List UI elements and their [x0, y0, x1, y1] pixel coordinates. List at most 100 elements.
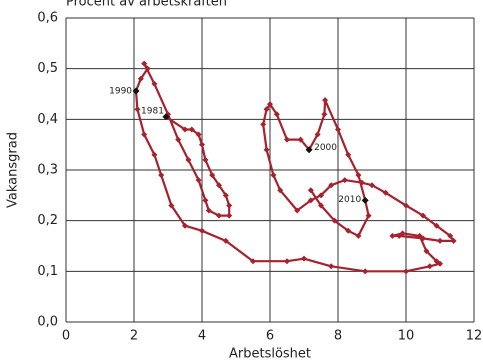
annotation-marker [305, 146, 313, 154]
annotation-label: 2010 [338, 195, 361, 205]
point [216, 182, 222, 189]
point [322, 97, 329, 104]
y-tick-label: 0,4 [37, 112, 58, 127]
point [273, 111, 280, 118]
point [318, 192, 324, 199]
point [355, 232, 362, 239]
point [199, 141, 205, 148]
point [209, 172, 216, 179]
y-tick-label: 0,6 [37, 11, 58, 26]
point [270, 172, 277, 179]
point [318, 202, 324, 209]
point [151, 151, 158, 158]
point [137, 75, 144, 82]
x-tick-label: 4 [198, 329, 206, 344]
point [199, 227, 205, 234]
point [222, 192, 229, 199]
point [403, 268, 409, 275]
point [134, 106, 141, 113]
x-tick-label: 8 [334, 329, 342, 344]
point [331, 217, 338, 224]
y-tick-label: 0,5 [37, 61, 58, 76]
point [182, 222, 188, 229]
point [202, 156, 209, 163]
point [369, 182, 375, 189]
annotation-marker [361, 196, 369, 204]
point [314, 131, 321, 138]
point [358, 179, 365, 186]
point [277, 187, 284, 194]
point [141, 131, 148, 138]
point [433, 222, 440, 229]
point [345, 227, 352, 234]
point [420, 212, 426, 219]
point [195, 131, 202, 138]
point [226, 202, 233, 209]
point [202, 197, 209, 204]
point [335, 126, 341, 133]
point [321, 111, 328, 118]
point [450, 237, 457, 244]
point [168, 202, 175, 209]
point [175, 136, 182, 143]
point [437, 237, 443, 244]
annotation-label: 1981 [141, 106, 164, 116]
point [188, 126, 195, 133]
annotation-marker [132, 87, 140, 95]
point [365, 212, 372, 219]
x-tick-label: 12 [466, 329, 483, 344]
point [205, 207, 212, 214]
point [222, 237, 229, 244]
point [307, 197, 314, 204]
y-tick-label: 0,3 [37, 163, 58, 178]
point [433, 258, 440, 265]
x-tick-label: 6 [266, 329, 274, 344]
point [260, 121, 267, 128]
point [144, 65, 151, 72]
point [423, 248, 430, 255]
point [382, 189, 389, 196]
point [216, 212, 222, 219]
point [141, 60, 148, 67]
x-tick-label: 2 [130, 329, 138, 344]
point [389, 232, 396, 239]
point [420, 235, 426, 242]
point [284, 136, 290, 143]
point [447, 232, 454, 239]
point [396, 232, 403, 239]
point [341, 177, 348, 184]
point [403, 202, 409, 209]
point [307, 187, 314, 194]
annotation-marker [162, 113, 170, 121]
y-tick-label: 0,2 [37, 213, 58, 228]
chart-title: Procent av arbetskraften [66, 0, 227, 10]
point [355, 172, 362, 179]
point [426, 263, 433, 270]
point [226, 212, 233, 219]
point [263, 106, 270, 113]
x-tick-label: 0 [62, 329, 70, 344]
point [301, 255, 307, 262]
point [328, 263, 335, 270]
point [158, 172, 165, 179]
point [328, 182, 335, 189]
y-tick-label: 0,1 [37, 264, 58, 279]
annotation-label: 1990 [109, 86, 132, 96]
point [185, 156, 192, 163]
y-tick-label: 0,0 [37, 315, 58, 330]
point [263, 146, 270, 153]
x-tick-label: 10 [398, 329, 415, 344]
point [195, 177, 202, 184]
point [284, 258, 290, 265]
point [151, 80, 158, 87]
annotation-label: 2000 [314, 143, 337, 153]
point [294, 207, 301, 214]
y-axis-label: Vakansgrad [6, 132, 21, 208]
point [362, 268, 369, 275]
x-axis-label: Arbetslöshet [229, 347, 311, 362]
point [182, 126, 188, 133]
point [267, 101, 273, 108]
point [250, 258, 256, 265]
point [345, 151, 352, 158]
